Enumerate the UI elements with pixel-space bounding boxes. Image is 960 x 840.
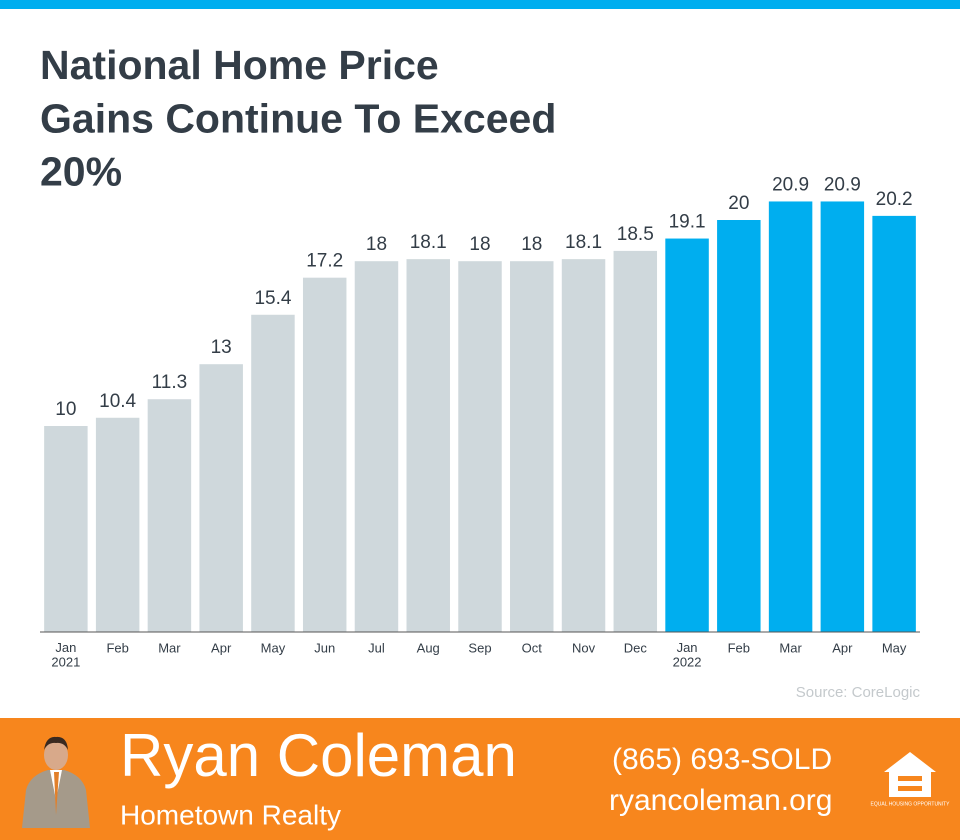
- data-label: 18: [366, 234, 387, 255]
- website: ryancoleman.org: [609, 784, 832, 817]
- bar: [199, 364, 243, 632]
- company: Hometown Realty: [120, 799, 341, 830]
- data-label: 11.3: [152, 372, 188, 393]
- data-label: 15.4: [254, 288, 291, 309]
- logo-text: EQUAL HOUSING OPPORTUNITY: [871, 801, 951, 807]
- data-label: 10: [55, 399, 76, 420]
- x-tick-label: Aug: [417, 640, 440, 655]
- equal-housing-logo: [884, 752, 936, 797]
- bar: [820, 201, 865, 632]
- data-label: 19.1: [669, 212, 706, 233]
- x-tick-label: Oct: [522, 640, 543, 655]
- agent-name: Ryan Coleman: [120, 722, 517, 789]
- top-stripe: [0, 0, 960, 9]
- x-tick-label: May: [882, 640, 907, 655]
- bar: [147, 399, 192, 632]
- x-tick-label: Feb: [106, 640, 128, 655]
- x-tick-label: Jul: [368, 640, 385, 655]
- x-tick-label: Nov: [572, 640, 596, 655]
- x-tick-label: Mar: [158, 640, 181, 655]
- x-tick-label: Apr: [211, 640, 232, 655]
- bar: [872, 215, 916, 632]
- source: Source: CoreLogic: [796, 684, 921, 701]
- data-label: 18: [521, 234, 542, 255]
- x-tick-label: Apr: [832, 640, 853, 655]
- bar: [251, 314, 295, 632]
- bar: [561, 259, 606, 632]
- data-label: 20: [728, 193, 749, 214]
- x-tick-label: Mar: [779, 640, 802, 655]
- bar: [665, 238, 709, 633]
- data-label: 18: [469, 234, 490, 255]
- x-tick-label: Jun: [314, 640, 335, 655]
- x-tick-label: May: [261, 640, 286, 655]
- data-label: 18.5: [617, 224, 654, 245]
- bar: [458, 261, 502, 632]
- x-tick-label: Sep: [468, 640, 491, 655]
- x-tick-label: Jan 2021: [51, 640, 80, 669]
- chart-title: National Home Price Gains Continue To Exc…: [40, 42, 556, 195]
- x-tick-label: Dec: [624, 640, 648, 655]
- data-label: 10.4: [99, 391, 136, 412]
- bar: [613, 250, 658, 632]
- x-tick-label: Feb: [728, 640, 750, 655]
- data-label: 17.2: [306, 251, 343, 272]
- data-label: 18.1: [410, 232, 447, 253]
- bar: [302, 277, 347, 632]
- bar: [44, 426, 88, 632]
- bar: [768, 201, 813, 632]
- bar: [95, 417, 140, 632]
- data-label: 18.1: [565, 232, 602, 253]
- bar: [510, 261, 554, 632]
- bar: [406, 259, 450, 632]
- data-label: 20.9: [824, 174, 861, 195]
- data-label: 13: [211, 337, 232, 358]
- bar: [354, 261, 399, 632]
- data-label: 20.9: [772, 174, 809, 195]
- data-label: 20.2: [876, 189, 913, 210]
- phone: (865) 693-SOLD: [612, 743, 832, 776]
- x-tick-label: Jan 2022: [673, 640, 702, 669]
- bar: [717, 220, 761, 632]
- agent-photo: [18, 734, 93, 828]
- footer: [0, 718, 960, 840]
